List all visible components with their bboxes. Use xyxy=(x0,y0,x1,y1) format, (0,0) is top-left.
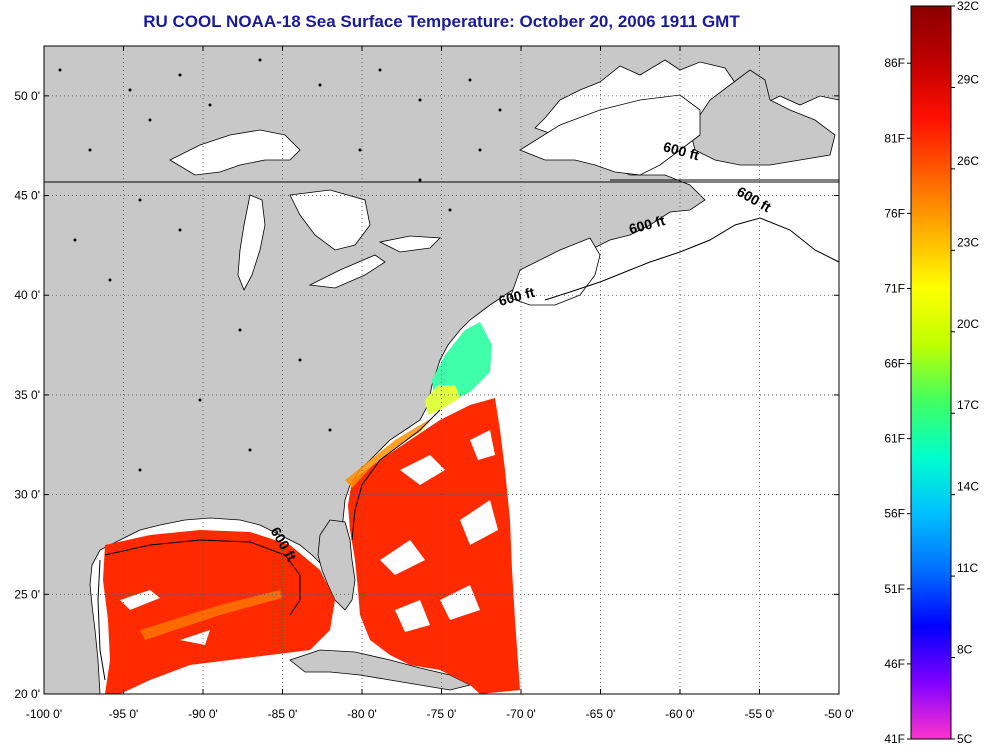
lon-tick-label: -60 0' xyxy=(665,707,695,721)
colorbar-label-fahrenheit: 61F xyxy=(884,432,905,446)
sst-mid-atlantic-yellow xyxy=(425,385,460,415)
lat-tick-label: 40 0' xyxy=(14,288,40,302)
lake-erie xyxy=(308,254,386,289)
colorbar-label-celsius: 32C xyxy=(957,0,979,13)
colorbar-label-celsius: 29C xyxy=(957,72,979,86)
sst-mid-atlantic-cool xyxy=(432,322,492,405)
isobath-600ft xyxy=(97,217,840,681)
gulf-of-maine xyxy=(509,237,601,306)
colorbar-labels: 5C 8C 11C 14C 17C 20C 23C 26C 29C 32C 41F 46F 51F 56F… xyxy=(884,0,979,746)
colorbar-label-fahrenheit: 56F xyxy=(884,507,905,521)
newfoundland-island xyxy=(689,69,836,166)
axis-ticks xyxy=(43,46,840,695)
colorbar-label-fahrenheit: 66F xyxy=(884,357,905,371)
lat-tick-label: 50 0' xyxy=(14,89,40,103)
colorbar-label-celsius: 23C xyxy=(957,235,979,249)
lat-tick-label: 20 0' xyxy=(14,687,40,701)
lon-tick-label: -95 0' xyxy=(109,707,139,721)
sst-gulf-warm-streak xyxy=(140,590,282,640)
sst-swath xyxy=(103,322,520,694)
lat-tick-label: 45 0' xyxy=(14,189,40,203)
lat-tick-label: 35 0' xyxy=(14,388,40,402)
colorbar-label-fahrenheit: 81F xyxy=(884,131,905,145)
florida-peninsula xyxy=(317,519,356,611)
colorbar-label-celsius: 17C xyxy=(957,398,979,412)
lon-tick-label: -80 0' xyxy=(347,707,377,721)
lon-tick-label: -50 0' xyxy=(824,707,854,721)
colorbar-label-fahrenheit: 86F xyxy=(884,56,905,70)
isobath-line-northeast xyxy=(544,217,840,301)
lake-ontario xyxy=(378,235,441,253)
lon-tick-label: -70 0' xyxy=(506,707,536,721)
isobath-line-gulf xyxy=(104,539,301,616)
colorbar-label-celsius: 5C xyxy=(957,732,973,746)
sst-atlantic-south xyxy=(348,398,520,694)
lon-tick-label: -65 0' xyxy=(586,707,616,721)
cuba-island xyxy=(289,649,472,691)
colorbar-label-celsius: 8C xyxy=(957,643,973,657)
sst-atlantic-orange-band xyxy=(345,418,432,488)
lon-tick-label: -100 0' xyxy=(26,707,62,721)
axis-tick-labels: -100 0' -95 0' -90 0' -85 0' -80 0' -75 0' -70… xyxy=(14,89,853,721)
lake-huron xyxy=(289,189,371,251)
lon-tick-label: -55 0' xyxy=(745,707,775,721)
inland-lakes xyxy=(58,58,502,472)
colorbar-label-fahrenheit: 41F xyxy=(884,732,905,746)
lat-tick-label: 25 0' xyxy=(14,587,40,601)
lon-tick-label: -75 0' xyxy=(427,707,457,721)
colorbar-gradient xyxy=(910,5,952,740)
colorbar-label-celsius: 11C xyxy=(957,561,978,575)
isobath-line-gulf-west xyxy=(97,559,106,681)
great-lakes xyxy=(169,129,441,291)
isobath-line-southeast xyxy=(351,409,441,541)
lon-tick-label: -85 0' xyxy=(268,707,298,721)
lat-tick-label: 30 0' xyxy=(14,488,40,502)
north-america-landmass xyxy=(43,45,840,695)
colorbar-label-fahrenheit: 76F xyxy=(884,206,905,220)
lat-lon-grid xyxy=(44,46,839,694)
colorbar-label-celsius: 20C xyxy=(957,317,979,331)
colorbar-label-celsius: 14C xyxy=(957,480,979,494)
colorbar-label-fahrenheit: 51F xyxy=(884,582,905,596)
lon-tick-label: -90 0' xyxy=(188,707,218,721)
lake-michigan xyxy=(237,194,266,291)
colorbar-label-fahrenheit: 46F xyxy=(884,657,905,671)
colorbar-label-celsius: 26C xyxy=(957,154,979,168)
map-title: RU COOL NOAA-18 Sea Surface Temperature:… xyxy=(143,12,740,31)
colorbar-label-fahrenheit: 71F xyxy=(884,281,905,295)
lake-superior xyxy=(169,129,301,176)
